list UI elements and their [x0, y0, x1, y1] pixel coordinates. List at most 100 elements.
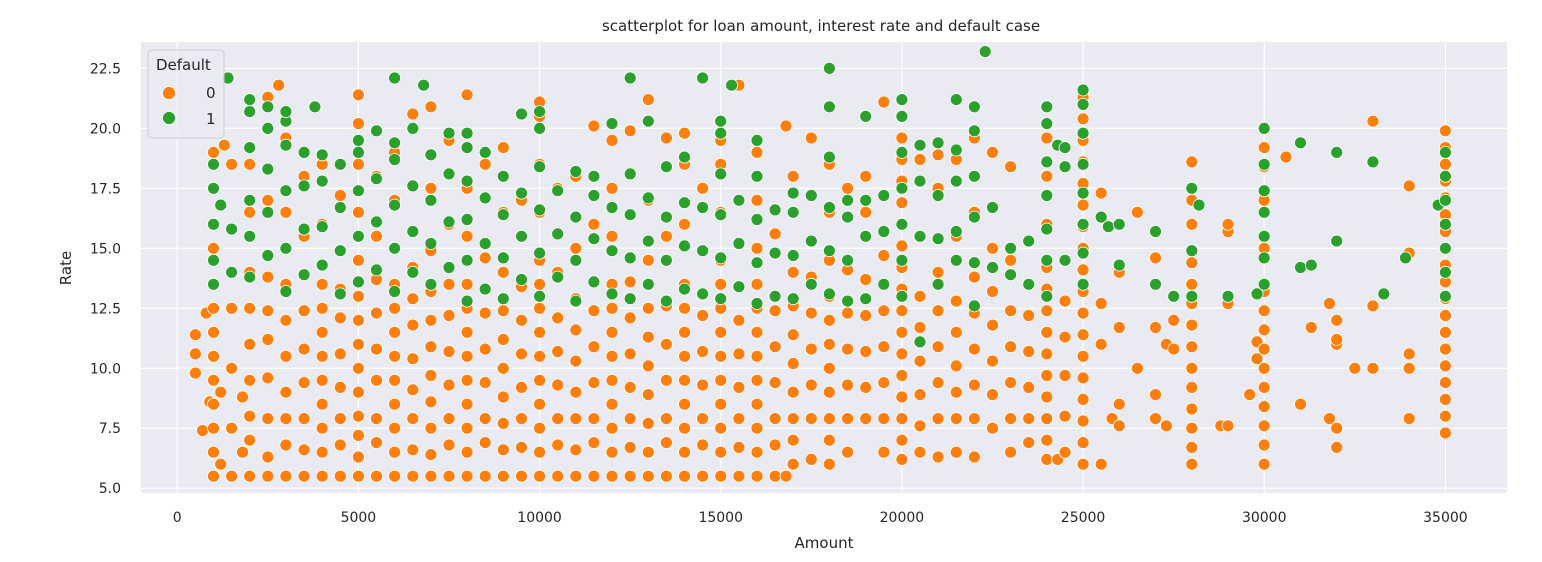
point-s1-101: [587, 169, 601, 183]
point-s1-20: [279, 285, 293, 298]
point-s1-164: [859, 193, 873, 207]
point-s1-19: [261, 100, 275, 114]
point-s0-189: [533, 325, 546, 339]
point-s0-122: [406, 292, 420, 306]
point-s0-1: [188, 347, 202, 361]
point-s0-92: [351, 157, 365, 171]
point-s1-138: [750, 256, 764, 270]
point-s0-3: [196, 424, 210, 438]
point-s0-381: [895, 196, 909, 210]
point-s1-199: [1004, 241, 1017, 255]
point-s0-311: [750, 145, 764, 159]
point-s0-109: [388, 349, 402, 363]
point-s1-74: [478, 237, 492, 250]
point-s1-213: [1076, 277, 1090, 291]
point-s0-17: [214, 385, 228, 399]
point-s1-97: [569, 165, 583, 178]
point-s0-37: [261, 412, 275, 426]
point-s0-434: [1022, 345, 1036, 358]
point-s0-165: [496, 469, 510, 483]
point-s1-193: [968, 124, 981, 138]
point-s1-178: [913, 174, 927, 188]
point-s0-134: [424, 181, 438, 195]
point-s0-458: [1076, 457, 1090, 471]
point-s0-264: [678, 373, 691, 387]
point-s1-169: [895, 289, 909, 303]
point-s1-203: [1040, 253, 1054, 267]
point-s1-77: [496, 292, 510, 306]
point-s0-395: [931, 376, 945, 390]
point-s0-418: [986, 388, 999, 402]
point-s0-237: [623, 380, 637, 394]
point-s0-435: [1022, 309, 1036, 322]
point-s0-166: [496, 443, 510, 457]
point-s0-315: [768, 376, 782, 390]
point-s1-230: [1185, 181, 1199, 195]
point-s1-160: [841, 210, 854, 224]
point-s0-44: [272, 78, 286, 92]
point-s1-219: [1076, 98, 1090, 111]
point-s0-58: [297, 342, 311, 356]
point-s1-28: [297, 179, 311, 193]
point-s0-391: [913, 289, 927, 303]
point-s0-460: [1076, 414, 1090, 428]
point-s0-271: [678, 126, 691, 140]
point-s0-139: [442, 378, 456, 392]
point-s1-165: [859, 110, 873, 123]
point-s0-410: [968, 412, 981, 426]
point-s0-293: [732, 440, 746, 454]
point-s1-81: [515, 273, 528, 286]
point-s1-221: [1094, 210, 1108, 224]
point-s0-148: [460, 397, 474, 411]
point-s0-108: [388, 373, 402, 387]
point-s1-11: [243, 193, 257, 207]
point-s0-448: [1040, 169, 1054, 183]
point-s1-92: [551, 227, 565, 241]
point-s1-218: [1076, 126, 1090, 140]
point-s0-522: [1257, 361, 1271, 375]
point-s1-123: [696, 287, 709, 301]
point-s1-115: [660, 294, 673, 308]
point-s0-14: [207, 241, 220, 255]
point-s0-15: [207, 145, 220, 159]
point-s0-336: [804, 131, 818, 145]
point-s0-159: [478, 412, 492, 426]
point-s1-211: [1058, 160, 1072, 174]
point-s1-227: [1167, 289, 1181, 303]
point-s0-504: [1185, 277, 1199, 291]
point-s0-146: [460, 445, 474, 459]
point-s0-168: [496, 390, 510, 404]
point-s1-96: [569, 210, 583, 224]
point-s0-544: [1366, 114, 1380, 128]
point-s0-217: [587, 376, 601, 390]
point-s0-82: [351, 450, 365, 464]
point-s0-490: [1149, 251, 1162, 265]
point-s0-156: [460, 88, 474, 102]
point-s0-367: [877, 249, 891, 262]
point-s0-13: [207, 301, 220, 315]
point-s1-34: [315, 148, 329, 162]
point-s0-482: [1112, 397, 1126, 411]
point-s0-519: [1257, 419, 1271, 433]
point-s0-107: [388, 397, 402, 411]
point-s0-354: [841, 181, 854, 195]
point-s0-222: [605, 469, 619, 483]
point-s0-497: [1185, 421, 1199, 435]
point-s0-206: [569, 443, 583, 457]
point-s1-54: [406, 265, 420, 279]
point-s0-29: [243, 373, 257, 387]
point-s0-234: [623, 469, 637, 483]
point-s1-126: [696, 71, 709, 85]
point-s1-53: [388, 71, 402, 85]
point-s0-55: [297, 443, 311, 457]
point-s1-229: [1185, 244, 1199, 258]
point-s1-246: [1366, 155, 1380, 169]
point-s0-373: [895, 369, 909, 382]
point-s0-35: [261, 469, 275, 483]
point-s1-155: [823, 150, 836, 164]
point-s1-52: [388, 136, 402, 150]
point-s0-300: [750, 469, 764, 483]
point-s1-232: [1221, 289, 1235, 303]
point-s1-60: [424, 237, 438, 250]
point-s1-215: [1076, 217, 1090, 231]
